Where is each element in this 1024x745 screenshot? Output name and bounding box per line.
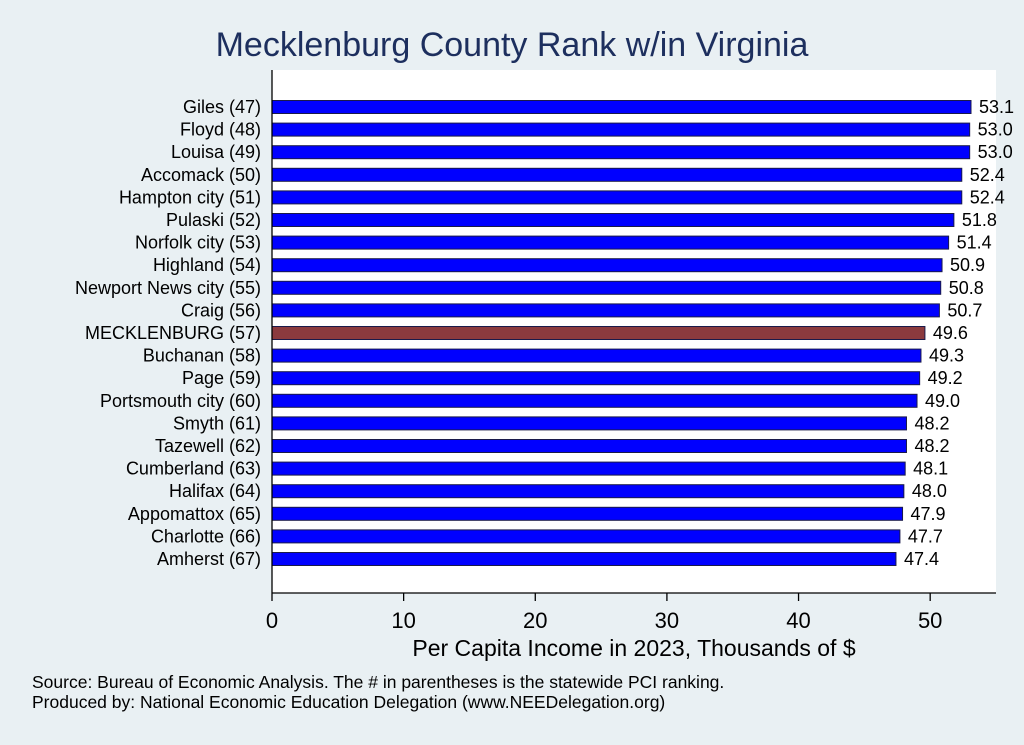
value-label: 50.8 [949,278,984,298]
bar [271,303,940,318]
value-label: 47.7 [908,526,943,546]
bars-layer [271,100,972,566]
bar [271,506,904,521]
value-label: 49.2 [928,368,963,388]
bar-highlight [271,326,926,340]
bar [271,122,971,137]
category-label: Louisa (49) [171,142,261,162]
category-label: Smyth (61) [173,413,261,433]
x-tick-label: 20 [523,608,547,633]
value-label: 51.4 [957,233,992,253]
bar [271,235,950,250]
x-ticks: 0 10 20 30 40 50 [266,593,942,633]
bar [271,371,921,386]
x-tick-label: 40 [786,608,810,633]
category-label: MECKLENBURG (57) [85,323,261,343]
x-axis-title: Per Capita Income in 2023, Thousands of … [412,635,855,661]
category-label: Charlotte (66) [151,526,261,546]
footer-produced-by: Produced by: National Economic Education… [32,692,666,712]
value-label: 52.4 [970,165,1005,185]
value-label: 53.1 [979,97,1014,117]
bar [271,552,897,566]
category-label: Halifax (64) [169,481,261,501]
category-label: Page (59) [182,368,261,388]
value-label: 51.8 [962,210,997,230]
value-label: 48.2 [914,436,949,456]
category-label: Tazewell (62) [155,436,261,456]
bar [271,393,918,408]
category-label: Floyd (48) [180,120,261,140]
chart-title: Mecklenburg County Rank w/in Virginia [215,26,809,64]
value-label: 48.0 [912,481,947,501]
value-label: 47.9 [911,504,946,524]
value-label: 49.6 [933,323,968,343]
category-label: Accomack (50) [141,165,261,185]
value-label: 47.4 [904,549,939,569]
labels-layer: Giles (47) 53.1 Floyd (48) 53.0 Louisa (49) 5… [75,97,1014,569]
category-label: Amherst (67) [157,549,261,569]
value-label: 49.0 [925,391,960,411]
category-label: Giles (47) [183,97,261,117]
bar [271,190,963,205]
x-tick-label: 30 [655,608,679,633]
value-label: 50.7 [947,300,982,320]
bar [271,100,972,114]
category-label: Portsmouth city (60) [100,391,261,411]
x-tick-label: 10 [391,608,415,633]
value-label: 48.1 [913,459,948,479]
value-label: 50.9 [950,255,985,275]
value-label: 48.2 [914,413,949,433]
bar [271,439,907,453]
bar [271,529,901,544]
bar [271,461,906,476]
value-label: 52.4 [970,187,1005,207]
category-label: Pulaski (52) [166,210,261,230]
bar [271,258,943,273]
category-label: Hampton city (51) [119,187,261,207]
category-label: Newport News city (55) [75,278,261,298]
bar [271,348,922,363]
category-label: Highland (54) [153,255,261,275]
x-tick-label: 50 [918,608,942,633]
bar [271,213,955,227]
bar [271,145,971,160]
category-label: Buchanan (58) [143,346,261,366]
bar [271,280,942,295]
category-label: Craig (56) [181,300,261,320]
value-label: 49.3 [929,346,964,366]
bar [271,416,907,431]
footer-source: Source: Bureau of Economic Analysis. The… [32,672,725,692]
bar [271,484,905,499]
value-label: 53.0 [978,142,1013,162]
category-label: Cumberland (63) [126,459,261,479]
category-label: Appomattox (65) [128,504,261,524]
category-label: Norfolk city (53) [135,233,261,253]
value-label: 53.0 [978,120,1013,140]
x-tick-label: 0 [266,608,278,633]
bar [271,167,963,182]
